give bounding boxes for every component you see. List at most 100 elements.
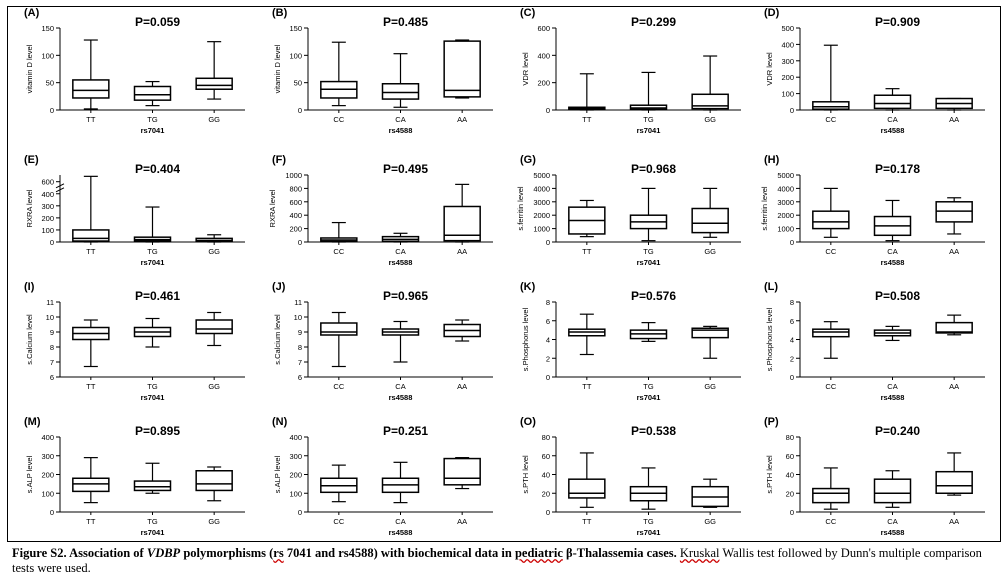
panel-15-y-tick-label-3: 60 <box>542 452 550 461</box>
panel-8-y-tick-label-4: 4000 <box>777 184 794 193</box>
panel-6-y-label: RXRA level <box>268 189 277 227</box>
figure-frame <box>7 6 1001 542</box>
panel-16-title: P=0.240 <box>875 424 920 438</box>
panel-2-ca-box <box>381 83 420 100</box>
panel-11-y-tick-label-0: 0 <box>546 373 550 382</box>
panel-16-y-tick-label-1: 20 <box>786 489 794 498</box>
panel-7-label: (G) <box>520 154 536 166</box>
panel-12-y-tick-label-2: 4 <box>790 336 794 345</box>
panel-14-y-tick-label-4: 400 <box>289 433 302 442</box>
panel-7-y-tick-label-2: 2000 <box>533 211 550 220</box>
panel-16-y-tick-label-4: 80 <box>786 433 794 442</box>
panel-15-y-tick-label-1: 20 <box>542 489 550 498</box>
panel-2-y-tick-label-2: 100 <box>289 51 302 60</box>
panel-12-y-label: s.Phosphorus level <box>765 307 774 371</box>
panel-4-x-label: rs4588 <box>881 126 905 135</box>
panel-6-y-tick-label-5: 1000 <box>285 171 302 180</box>
panel-9-y-tick-label-0: 6 <box>50 373 54 382</box>
panel-9-title: P=0.461 <box>135 289 180 303</box>
panel-13-y-label: s.ALP level <box>25 455 34 493</box>
panel-8-y-tick-label-3: 3000 <box>777 198 794 207</box>
panel-2-y-tick-label-1: 50 <box>294 79 302 88</box>
panel-5-y-tick-label-0: 0 <box>50 238 54 247</box>
panel-3-y-tick-label-0: 0 <box>546 106 550 115</box>
panel-12-title: P=0.508 <box>875 289 920 303</box>
panel-4-y-tick-label-4: 400 <box>781 40 794 49</box>
panel-9-y-tick-label-5: 11 <box>46 298 54 307</box>
panel-13-tg-x-tick-label: TG <box>147 517 158 526</box>
panel-10-aa-x-tick-label: AA <box>457 382 467 391</box>
panel-13-y-tick-label-2: 200 <box>41 471 54 480</box>
panel-10-y-tick-label-4: 10 <box>294 313 302 322</box>
panel-6-y-tick-label-3: 600 <box>289 198 302 207</box>
panel-4-ca-box <box>873 94 912 110</box>
panel-4-y-tick-label-0: 0 <box>790 106 794 115</box>
panel-1-tg-x-tick-label: TG <box>147 115 158 124</box>
panel-4-aa-x-tick-label: AA <box>949 115 959 124</box>
panel-2-aa-x-tick-label: AA <box>457 115 467 124</box>
panel-3-x-label: rs7041 <box>637 126 661 135</box>
panel-14-cc-x-tick-label: CC <box>333 517 344 526</box>
panel-9-x-label: rs7041 <box>141 393 165 402</box>
panel-15-x-label: rs7041 <box>637 528 661 537</box>
panel-5-y-tick-label-3: 300 <box>41 202 54 211</box>
panel-10-x-label: rs4588 <box>389 393 413 402</box>
panel-6-title: P=0.495 <box>383 162 428 176</box>
panel-8-y-tick-label-5: 5000 <box>777 171 794 180</box>
panel-1-y-tick-label-0: 0 <box>50 106 54 115</box>
panel-2-cc-x-tick-label: CC <box>333 115 344 124</box>
panel-9-tt-x-tick-label: TT <box>86 382 96 391</box>
panel-14-y-tick-label-0: 0 <box>298 508 302 517</box>
panel-4-cc-x-tick-label: CC <box>825 115 836 124</box>
figure-caption: Figure S2. Association of VDBP polymorph… <box>12 546 997 576</box>
panel-14-y-tick-label-1: 100 <box>289 489 302 498</box>
panel-3-gg-x-tick-label: GG <box>704 115 716 124</box>
panel-9-gg-box <box>195 319 233 335</box>
panel-3-y-tick-label-2: 400 <box>537 51 550 60</box>
panel-16-aa-x-tick-label: AA <box>949 517 959 526</box>
panel-3-label: (C) <box>520 7 536 19</box>
panel-14-ca-x-tick-label: CA <box>395 517 405 526</box>
panel-12-ca-x-tick-label: CA <box>887 382 897 391</box>
panel-6-y-tick-label-2: 400 <box>289 211 302 220</box>
panel-2-y-label: vitamin D level <box>273 44 282 93</box>
panel-13-y-tick-label-1: 100 <box>41 489 54 498</box>
panel-1-y-tick-label-3: 150 <box>41 24 54 33</box>
panel-11-gg-box <box>691 327 729 339</box>
panel-9-gg-x-tick-label: GG <box>208 382 220 391</box>
panel-10-cc-x-tick-label: CC <box>333 382 344 391</box>
panel-9-label: (I) <box>24 281 35 293</box>
panel-4-y-label: VDR level <box>765 52 774 86</box>
panel-8-cc-x-tick-label: CC <box>825 247 836 256</box>
panel-12-y-tick-label-3: 6 <box>790 317 794 326</box>
panel-14-y-tick-label-2: 200 <box>289 471 302 480</box>
panel-2-x-label: rs4588 <box>389 126 413 135</box>
panel-7-y-tick-label-3: 3000 <box>533 198 550 207</box>
panel-13-y-tick-label-4: 400 <box>41 433 54 442</box>
panel-16-label: (P) <box>764 416 779 428</box>
panel-10-y-label: s.Calcium level <box>273 314 282 365</box>
panel-6-y-tick-label-0: 0 <box>298 238 302 247</box>
panel-14-x-label: rs4588 <box>389 528 413 537</box>
panel-9-tg-x-tick-label: TG <box>147 382 158 391</box>
caption-gene: VDBP <box>146 546 181 560</box>
panel-2-aa-box <box>443 40 481 98</box>
panel-9-y-tick-label-3: 9 <box>50 328 54 337</box>
panel-5-y-tick-label-4: 400 <box>41 190 54 199</box>
panel-13-x-label: rs7041 <box>141 528 165 537</box>
panel-12-y-tick-label-0: 0 <box>790 373 794 382</box>
panel-11-y-tick-label-4: 8 <box>546 298 550 307</box>
panel-12-x-label: rs4588 <box>881 393 905 402</box>
panel-5-title: P=0.404 <box>135 162 180 176</box>
panel-14-aa-box <box>443 457 481 486</box>
panel-15-tt-box <box>568 478 606 499</box>
panel-4-y-tick-label-3: 300 <box>781 57 794 66</box>
panel-16-y-tick-label-3: 60 <box>786 452 794 461</box>
panel-11-title: P=0.576 <box>631 289 676 303</box>
panel-14-y-label: s.ALP level <box>273 455 282 493</box>
panel-8-title: P=0.178 <box>875 162 920 176</box>
panel-13-y-tick-label-0: 0 <box>50 508 54 517</box>
panel-6-cc-x-tick-label: CC <box>333 247 344 256</box>
panel-10-title: P=0.965 <box>383 289 428 303</box>
panel-5-y-label: RXRA level <box>25 189 34 227</box>
